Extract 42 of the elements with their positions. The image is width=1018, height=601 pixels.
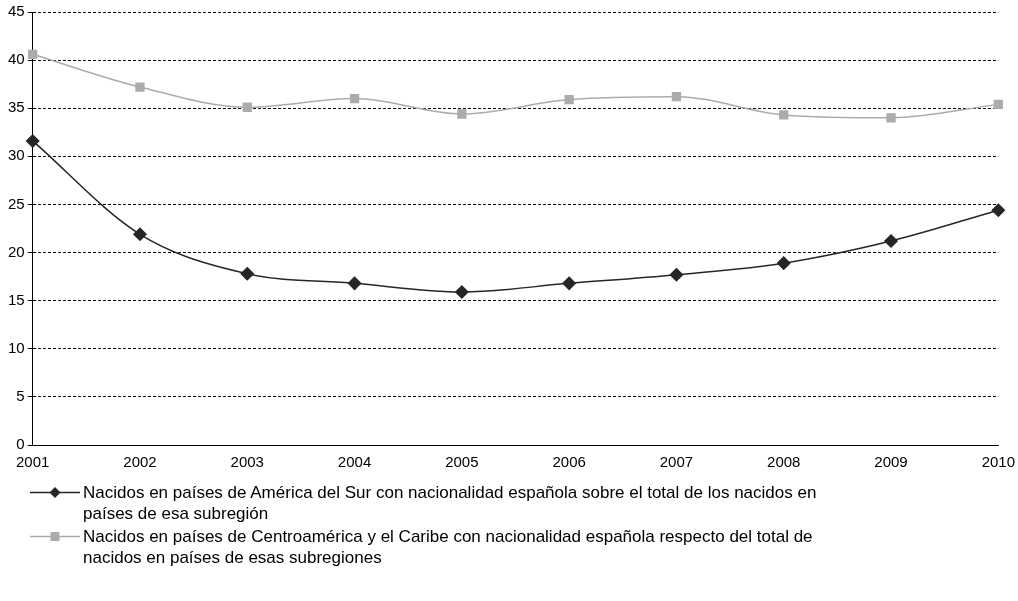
- y-tick-label: 5: [16, 387, 25, 405]
- point: [349, 93, 360, 104]
- point: [776, 256, 791, 270]
- y-tick-label: 0: [16, 435, 25, 453]
- point: [133, 227, 147, 242]
- legend-label: Nacidos en países de América del Sur con nacionalidad española sobre el total de los nacidos en países de esa subregión: [83, 482, 818, 524]
- point: [884, 234, 898, 248]
- point: [455, 285, 469, 299]
- x-tick-label: 2001: [16, 453, 50, 471]
- y-tick-label: 30: [8, 146, 25, 164]
- point: [28, 49, 38, 59]
- point: [991, 203, 1006, 217]
- y-tick-label: 10: [8, 338, 25, 356]
- point: [562, 276, 576, 291]
- point: [242, 102, 252, 112]
- x-tick-label: 2008: [767, 453, 801, 471]
- point: [25, 134, 40, 148]
- point: [347, 276, 362, 291]
- point: [779, 110, 789, 120]
- x-tick-label: 2007: [659, 453, 694, 471]
- y-tick-label: 40: [8, 50, 25, 68]
- point: [457, 109, 467, 119]
- point: [671, 92, 682, 102]
- x-tick-label: 2002: [123, 453, 157, 471]
- x-tick-label: 2003: [230, 453, 264, 471]
- point: [240, 266, 255, 281]
- x-tick-label: 2006: [552, 453, 586, 471]
- point: [564, 94, 574, 105]
- x-tick-label: 2005: [445, 453, 479, 471]
- point: [669, 267, 684, 282]
- point: [135, 82, 145, 92]
- y-tick-label: 25: [8, 194, 25, 212]
- x-tick-label: 2010: [981, 453, 1015, 471]
- y-tick-label: 45: [8, 2, 25, 20]
- x-tick-label: 2009: [874, 453, 908, 471]
- y-tick-label: 20: [8, 242, 25, 260]
- point: [993, 99, 1003, 110]
- y-tick-label: 35: [8, 98, 25, 116]
- x-tick-label: 2004: [337, 453, 372, 471]
- point: [886, 113, 896, 123]
- legend-label: Nacidos en países de Centroamérica y el Caribe con nacionalidad española respecto del total de nacidos en países de esas subregiones: [83, 526, 814, 568]
- y-tick-label: 15: [8, 290, 25, 308]
